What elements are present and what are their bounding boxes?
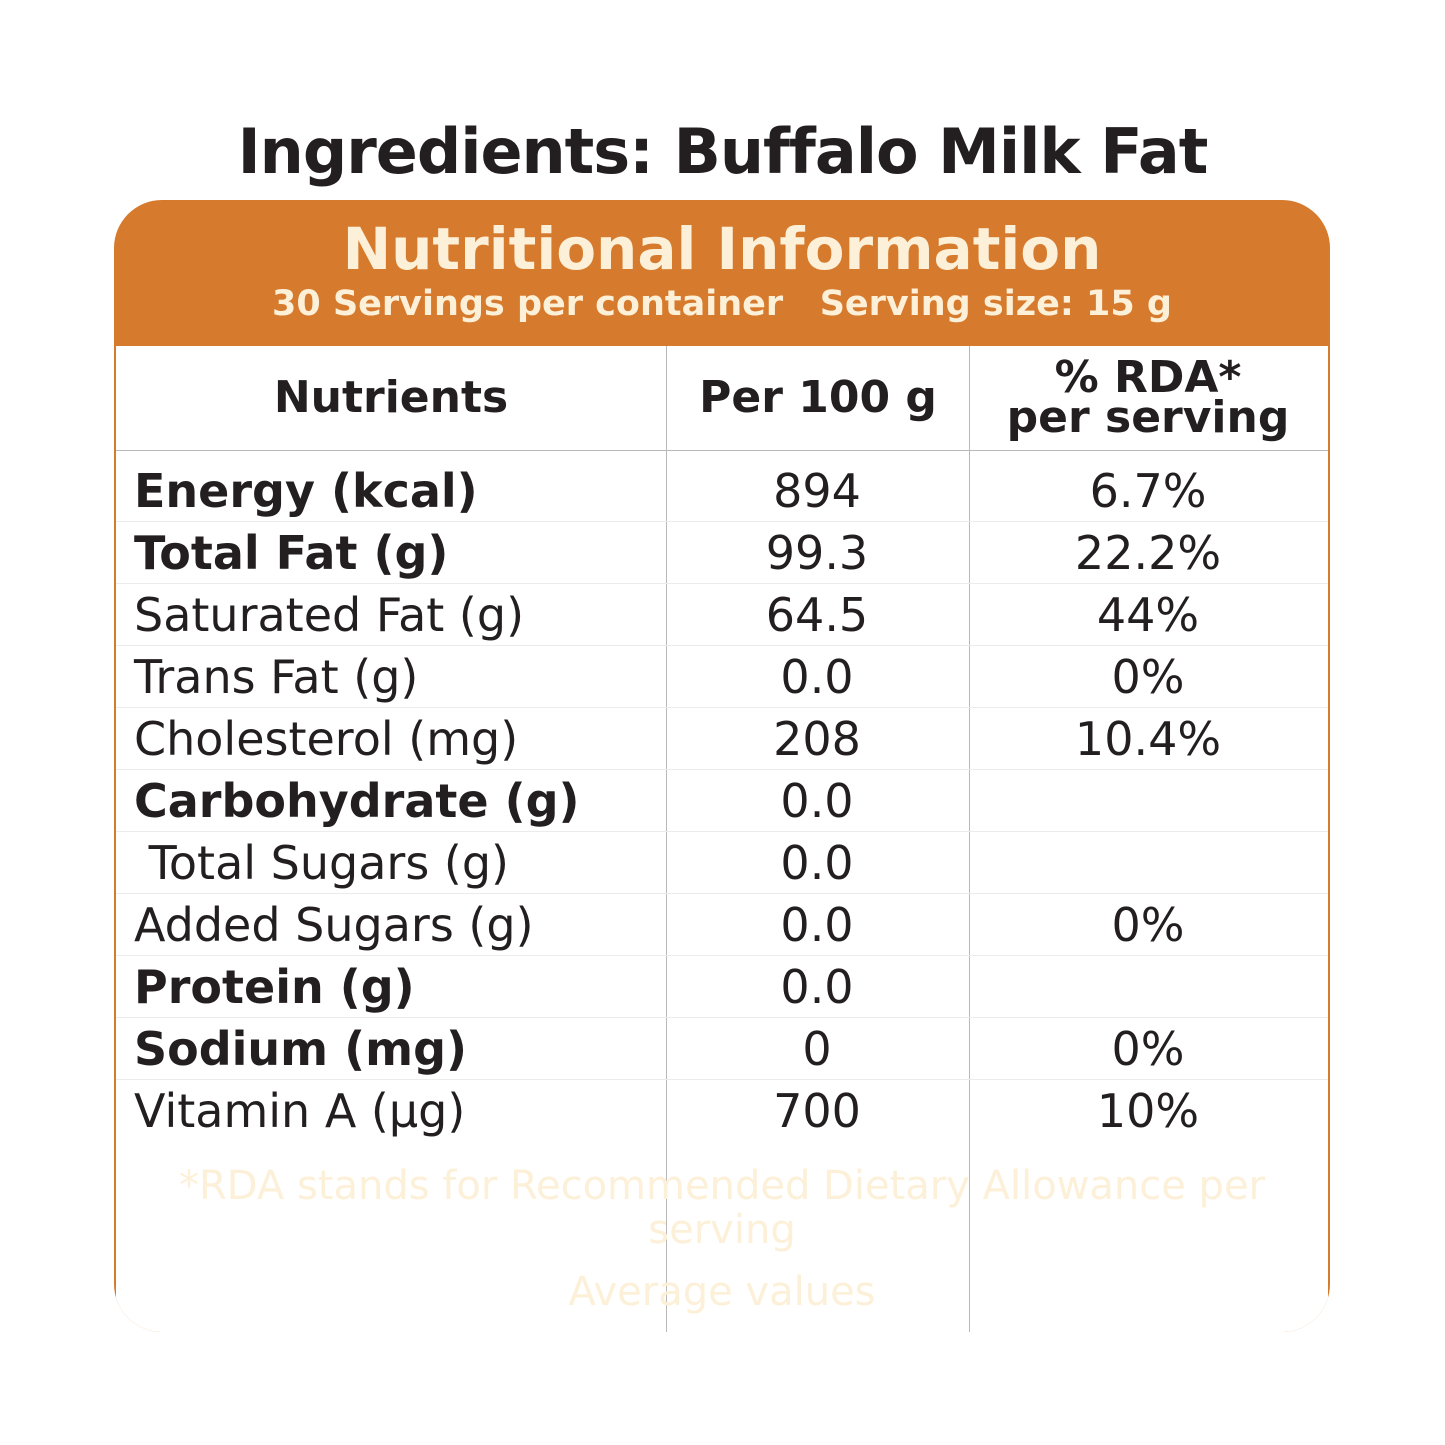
panel-footer: *RDA stands for Recommended Dietary Allo… xyxy=(114,1150,1330,1332)
nutrition-table: Nutrients Per 100 g % RDA* per serving E… xyxy=(116,346,1328,1332)
header-per-100g: Per 100 g xyxy=(699,372,937,423)
per-100g-value: 0.0 xyxy=(780,836,854,890)
row-divider xyxy=(116,583,1328,584)
header-rda-line1: % RDA* xyxy=(1054,352,1242,403)
rda-value: 44% xyxy=(1096,588,1200,642)
header-divider xyxy=(116,450,1328,451)
rda-value: 0% xyxy=(1111,650,1185,704)
rda-footnote: *RDA stands for Recommended Dietary Allo… xyxy=(178,1163,1266,1253)
table-row: Carbohydrate (g) 0.0 xyxy=(116,770,1328,832)
row-divider xyxy=(116,769,1328,770)
table-row: Vitamin A (µg) 700 10% xyxy=(116,1080,1328,1142)
table-row: Cholesterol (mg) 208 10.4% xyxy=(116,708,1328,770)
per-100g-value: 0.0 xyxy=(780,774,854,828)
per-100g-value: 64.5 xyxy=(765,588,869,642)
per-100g-value: 700 xyxy=(773,1084,861,1138)
nutrient-name: Energy (kcal) xyxy=(134,464,478,518)
rda-value: 6.7% xyxy=(1089,464,1207,518)
column-divider xyxy=(666,346,667,1332)
table-row: Energy (kcal) 894 6.7% xyxy=(116,460,1328,522)
row-divider xyxy=(116,521,1328,522)
nutrient-name: Sodium (mg) xyxy=(134,1022,468,1076)
row-divider xyxy=(116,1079,1328,1080)
row-divider xyxy=(116,645,1328,646)
rda-value xyxy=(970,956,1326,1018)
table-row: Trans Fat (g) 0.0 0% xyxy=(116,646,1328,708)
table-row: Sodium (mg) 0 0% xyxy=(116,1018,1328,1080)
per-100g-value: 208 xyxy=(773,712,861,766)
nutrient-name: Saturated Fat (g) xyxy=(134,588,525,642)
table-row: Protein (g) 0.0 xyxy=(116,956,1328,1018)
rda-value: 10% xyxy=(1096,1084,1200,1138)
table-row: Added Sugars (g) 0.0 0% xyxy=(116,894,1328,956)
row-divider xyxy=(116,955,1328,956)
average-values-note: Average values xyxy=(568,1269,876,1315)
nutrient-name: Protein (g) xyxy=(134,960,415,1014)
column-divider xyxy=(969,346,970,1332)
row-divider xyxy=(116,831,1328,832)
header-nutrients: Nutrients xyxy=(273,372,509,423)
table-row: Total Fat (g) 99.3 22.2% xyxy=(116,522,1328,584)
nutrition-panel: Nutritional Information 30 Servings per … xyxy=(114,200,1330,1332)
header-rda: % RDA* per serving xyxy=(970,346,1326,450)
panel-title: Nutritional Information xyxy=(342,215,1102,283)
nutrient-name: Total Sugars (g) xyxy=(134,836,510,890)
ingredients-line: Ingredients: Buffalo Milk Fat xyxy=(237,115,1209,188)
nutrient-name: Vitamin A (µg) xyxy=(134,1084,466,1138)
rda-value: 0% xyxy=(1111,898,1185,952)
nutrient-name: Cholesterol (mg) xyxy=(134,712,519,766)
nutrient-name: Trans Fat (g) xyxy=(134,650,419,704)
nutrient-name: Carbohydrate (g) xyxy=(134,774,580,828)
serving-info: 30 Servings per container Serving size: … xyxy=(272,284,1172,324)
per-100g-value: 0.0 xyxy=(780,898,854,952)
table-row: Total Sugars (g) 0.0 xyxy=(116,832,1328,894)
per-100g-value: 0.0 xyxy=(780,960,854,1014)
rda-value: 10.4% xyxy=(1074,712,1222,766)
rda-value xyxy=(970,770,1326,832)
rda-value xyxy=(970,832,1326,894)
per-100g-value: 894 xyxy=(773,464,861,518)
row-divider xyxy=(116,1017,1328,1018)
header-rda-line2: per serving xyxy=(1006,392,1290,443)
per-100g-value: 0 xyxy=(802,1022,832,1076)
rda-value: 22.2% xyxy=(1074,526,1222,580)
rda-value: 0% xyxy=(1111,1022,1185,1076)
row-divider xyxy=(116,707,1328,708)
nutrient-name: Added Sugars (g) xyxy=(134,898,534,952)
panel-header: Nutritional Information 30 Servings per … xyxy=(114,200,1330,346)
per-100g-value: 99.3 xyxy=(765,526,869,580)
table-row: Saturated Fat (g) 64.5 44% xyxy=(116,584,1328,646)
nutrient-name: Total Fat (g) xyxy=(134,526,449,580)
row-divider xyxy=(116,893,1328,894)
per-100g-value: 0.0 xyxy=(780,650,854,704)
